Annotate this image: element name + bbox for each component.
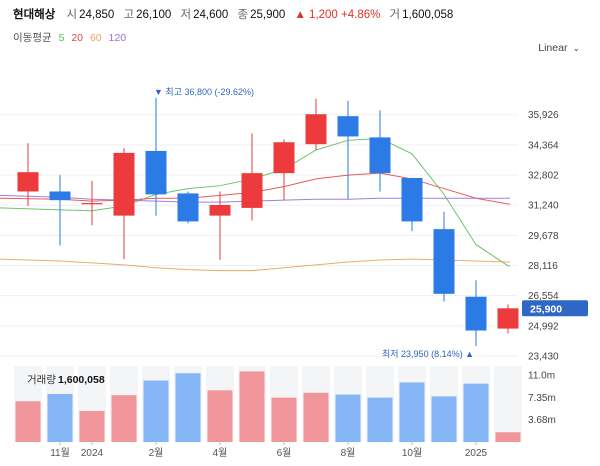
- price-tick-label: 26,554: [528, 291, 559, 302]
- low-label: 저: [180, 9, 192, 21]
- candle-body: [273, 142, 295, 174]
- quote-header: 현대해상 시 24,850 고 26,100 저 24,600 종 25,900 ▲ 1…: [13, 6, 459, 22]
- scale-dropdown[interactable]: Linear ⌄: [538, 42, 580, 54]
- candle-body: [49, 191, 71, 201]
- price-tick-label: 28,116: [528, 261, 558, 272]
- volume-bar: [271, 397, 297, 442]
- candle-body: [177, 193, 199, 222]
- candle-body: [145, 150, 167, 195]
- time-axis: 11월 2024 2월 4월 6월 8월 10월 2025: [50, 442, 488, 459]
- moving-average-label: 이동평균: [13, 32, 52, 44]
- ma-20-label: 20: [71, 32, 84, 44]
- volume-bar: [335, 394, 361, 442]
- time-tick-label: 8월: [341, 447, 356, 459]
- volume-bars: [15, 371, 521, 442]
- volume-panel-label: 거래량: [27, 374, 56, 386]
- stock-name: 현대해상: [13, 9, 56, 21]
- volume-bar: [431, 396, 457, 442]
- low-annotation: 최저 23,950 (8.14%) ▲: [382, 349, 474, 359]
- chevron-down-icon: ⌄: [572, 43, 580, 53]
- volume-bar: [239, 371, 265, 442]
- volume-bar: [463, 383, 489, 442]
- price-axis: 35,926 34,364 32,802 31,240 29,678 28,116 26,5…: [528, 110, 559, 362]
- candle-body: [465, 296, 487, 331]
- volume-tick-label: 3.68m: [528, 415, 556, 426]
- annotations: ▼ 최고 36,800 (-29.62%) 최저 23,950 (8.14%) ▲…: [154, 87, 588, 359]
- time-tick-label: 2월: [149, 447, 164, 459]
- candle-body: [113, 152, 135, 216]
- candle-body: [369, 137, 391, 174]
- scale-label: Linear: [538, 42, 568, 54]
- price-tick-label: 35,926: [528, 110, 559, 121]
- time-tick-label: 10월: [402, 447, 422, 459]
- candles: [17, 97, 519, 346]
- last-price-tag: [522, 300, 588, 317]
- open-label: 시: [66, 9, 78, 21]
- moving-average-legend[interactable]: 이동평균 5 20 60 120: [13, 30, 130, 45]
- candle-body: [401, 177, 423, 222]
- ma-120-label: 120: [108, 32, 127, 44]
- volume-bar: [79, 410, 105, 442]
- last-price-label: 25,900: [530, 303, 562, 315]
- volume-bar: [175, 373, 201, 442]
- price-tick-label: 29,678: [528, 231, 559, 242]
- volume-bar: [207, 390, 233, 442]
- volume-bar: [495, 432, 521, 442]
- candle-body: [497, 308, 519, 329]
- close-value: 25,900: [250, 9, 286, 21]
- time-tick-label: 6월: [277, 447, 292, 459]
- time-tick-label: 2025: [465, 448, 488, 459]
- volume-bar: [303, 392, 329, 442]
- high-label: 고: [123, 9, 135, 21]
- volume-panel-title: 거래량 1,600,058: [27, 372, 105, 387]
- price-tick-label: 32,802: [528, 171, 559, 182]
- volume-bar: [143, 380, 169, 442]
- ma-60-label: 60: [89, 32, 102, 44]
- volume-tick-label: 11.0m: [528, 371, 555, 382]
- time-tick-label: 4월: [213, 447, 228, 459]
- low-value: 24,600: [193, 9, 229, 21]
- high-annotation: ▼ 최고 36,800 (-29.62%): [154, 87, 254, 97]
- price-tick-label: 31,240: [528, 201, 559, 212]
- change-value: ▲ 1,200 +4.86%: [294, 9, 381, 21]
- candle-body: [17, 172, 39, 192]
- volume-bar: [367, 397, 393, 442]
- volume-panel-value: 1,600,058: [57, 374, 105, 386]
- price-tick-label: 34,364: [528, 140, 559, 151]
- time-tick-label: 11월: [50, 447, 70, 459]
- candle-body: [209, 204, 231, 216]
- volume-bar: [399, 382, 425, 442]
- candle-body: [305, 114, 327, 145]
- close-label: 종: [237, 9, 249, 21]
- volume-axis: 11.0m 7.35m 3.68m: [528, 371, 556, 427]
- candle-body: [81, 203, 103, 205]
- volume-column-bg: [494, 366, 522, 442]
- ma-60-line: [0, 258, 510, 272]
- volume-bar: [15, 401, 41, 442]
- time-tick-label: 2024: [81, 448, 104, 459]
- candle-body: [241, 173, 263, 208]
- volume-bar: [111, 395, 137, 442]
- high-value: 26,100: [136, 9, 172, 21]
- volume-value: 1,600,058: [402, 9, 454, 21]
- volume-label: 거: [389, 9, 401, 21]
- price-tick-label: 24,992: [528, 321, 559, 332]
- candle-body: [433, 229, 455, 294]
- open-value: 24,850: [79, 9, 115, 21]
- candle-body: [337, 116, 359, 137]
- volume-tick-label: 7.35m: [528, 393, 556, 404]
- price-tick-label: 23,430: [528, 352, 559, 363]
- ma-5-label: 5: [58, 32, 65, 44]
- volume-bar: [47, 393, 73, 442]
